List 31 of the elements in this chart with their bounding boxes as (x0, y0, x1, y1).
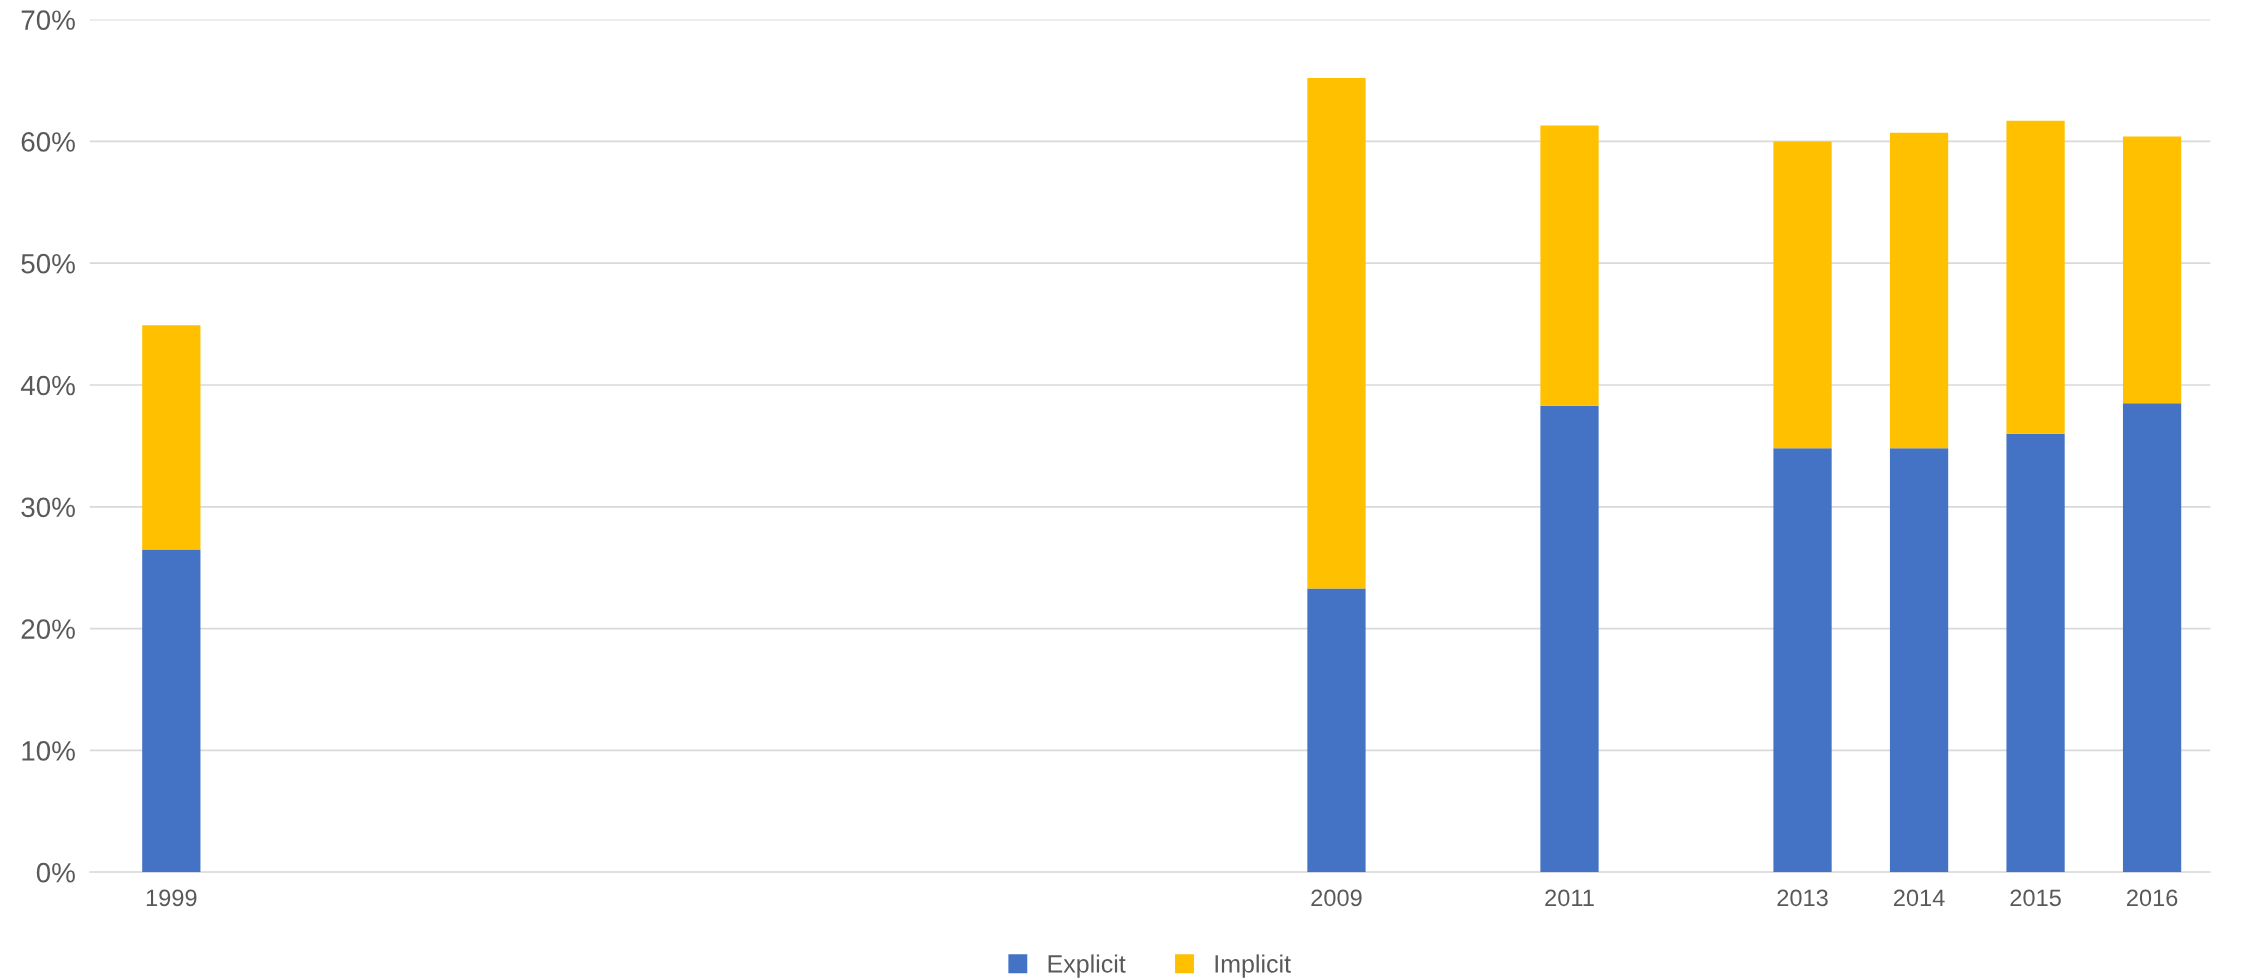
y-tick-label: 70% (21, 10, 75, 30)
bar (1773, 448, 1832, 873)
bar (1773, 141, 1832, 449)
bar (142, 549, 201, 873)
bar (2006, 433, 2065, 873)
x-tick-label: 2011 (1545, 889, 1594, 907)
x-tick-label: 2013 (1777, 889, 1828, 907)
y-tick-label: 10% (22, 741, 75, 761)
bar (1307, 78, 1366, 589)
y-tick-label: 60% (21, 132, 75, 152)
x-tick-label: 2016 (2127, 889, 2178, 907)
y-tick-label: 30% (21, 497, 75, 518)
legend-label: Implicit (1215, 954, 1291, 978)
x-tick-label: 1999 (146, 889, 197, 907)
legend-label: Explicit (1048, 954, 1126, 978)
bar (142, 325, 201, 550)
x-tick-label: 2009 (1311, 889, 1362, 907)
y-tick-label: 40% (20, 375, 75, 396)
bar (2006, 120, 2065, 434)
bar (2122, 136, 2182, 404)
bar (1540, 405, 1599, 873)
y-tick-label: 20% (21, 619, 75, 639)
bar (1307, 588, 1366, 873)
x-tick-label: 2015 (2010, 889, 2061, 907)
x-tick-label: 2014 (1893, 889, 1945, 907)
y-tick-label: 0% (36, 862, 75, 883)
y-tick-label: 50% (21, 253, 75, 274)
bar (1889, 132, 1949, 449)
bar (1540, 125, 1599, 406)
bar (1889, 448, 1949, 873)
bar (2122, 403, 2182, 873)
